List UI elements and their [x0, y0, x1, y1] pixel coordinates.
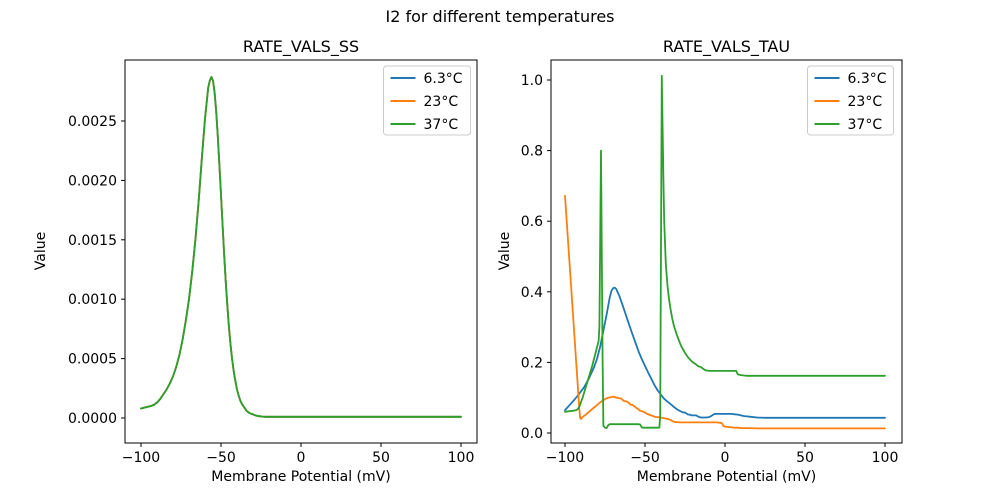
y-tick-label: 0.0010: [68, 292, 117, 308]
legend-label: 6.3°C: [424, 71, 463, 87]
series-line-37C: [564, 74, 886, 430]
y-tick-label: 0.0020: [68, 173, 117, 189]
x-tick-label: 0: [297, 450, 306, 466]
x-tick-label: −50: [206, 450, 236, 466]
chart-rate-vals-ss: RATE_VALS_SS Membrane Potential (mV) Val…: [33, 37, 478, 485]
legend: 6.3°C 23°C 37°C: [383, 65, 471, 136]
plot-frame: [124, 59, 478, 444]
y-tick-label: 1.0: [521, 73, 543, 89]
plot-area: −100 −50 0 50 100 0.0 0.2 0.4 0.6 0.8 1.0 6.3°C 23°C…: [521, 59, 903, 466]
y-tick-label: 0.0025: [68, 114, 117, 130]
series-line-37C: [140, 76, 462, 418]
y-axis-label: Value: [33, 232, 49, 270]
y-tick-label: 0.6: [521, 214, 543, 230]
y-tick-label: 0.0015: [68, 233, 117, 249]
series-line-6.3C: [564, 286, 886, 419]
legend-label: 37°C: [424, 117, 459, 133]
y-tick-label: 0.0005: [68, 352, 117, 368]
chart-title: RATE_VALS_TAU: [663, 37, 790, 57]
x-tick-label: 50: [796, 450, 814, 466]
legend-box: [383, 65, 471, 136]
chart-rate-vals-tau: RATE_VALS_TAU Membrane Potential (mV) Va…: [497, 37, 903, 485]
x-tick-label: 100: [448, 450, 475, 466]
plot-frame: [550, 59, 903, 444]
series-line-23C: [564, 194, 886, 430]
x-tick-label: −100: [122, 450, 160, 466]
x-axis-label: Membrane Potential (mV): [211, 469, 390, 485]
figure-suptitle: I2 for different temperatures: [385, 7, 614, 26]
chart-title: RATE_VALS_SS: [243, 37, 359, 57]
legend-label: 23°C: [848, 94, 883, 110]
legend: 6.3°C 23°C 37°C: [807, 65, 894, 136]
x-tick-label: 0: [721, 450, 730, 466]
x-axis-label: Membrane Potential (mV): [637, 469, 816, 485]
x-tick-label: 100: [872, 450, 899, 466]
y-tick-label: 0.8: [521, 144, 543, 160]
y-tick-label: 0.0000: [68, 411, 117, 427]
legend-label: 6.3°C: [848, 71, 887, 87]
y-tick-label: 0.0: [521, 426, 543, 442]
legend-label: 37°C: [848, 117, 883, 133]
x-tick-label: −100: [546, 450, 584, 466]
legend-label: 23°C: [424, 94, 459, 110]
y-tick-label: 0.2: [521, 355, 543, 371]
legend-box: [807, 65, 894, 136]
plot-area: −100 −50 0 50 100 0.0000 0.0005 0.0010 0.0015 0.0…: [68, 59, 478, 466]
y-axis-label: Value: [497, 232, 513, 270]
x-tick-label: −50: [630, 450, 660, 466]
y-tick-label: 0.4: [521, 285, 543, 301]
x-tick-label: 50: [372, 450, 390, 466]
